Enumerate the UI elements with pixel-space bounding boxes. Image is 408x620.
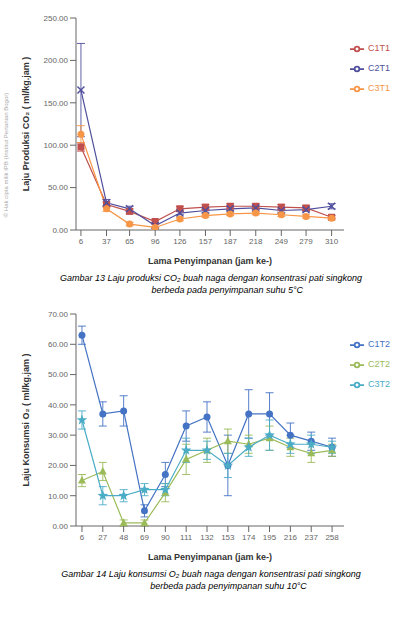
svg-text:174: 174 [242,533,256,542]
svg-text:50.00: 50.00 [48,370,69,379]
svg-text:195: 195 [263,533,277,542]
svg-text:10.00: 10.00 [48,492,69,501]
html-text:C3T1: C3T1 [368,83,390,93]
svg-text:6: 6 [79,237,84,246]
svg-text:187: 187 [224,237,238,246]
svg-text:100.00: 100.00 [44,141,69,150]
svg-text:150.00: 150.00 [44,99,69,108]
svg-text:Laju Konsumsi O₂ ( ml/kg.jam ): Laju Konsumsi O₂ ( ml/kg.jam ) [21,353,31,486]
svg-text:69: 69 [140,533,149,542]
svg-text:0.00: 0.00 [52,522,68,531]
svg-text:60.00: 60.00 [48,340,69,349]
svg-text:200.00: 200.00 [44,56,69,65]
svg-text:249: 249 [275,237,289,246]
svg-text:279: 279 [299,237,313,246]
html-text:C3T2: C3T2 [368,379,390,389]
html-text:C2T2: C2T2 [368,359,390,369]
svg-text:310: 310 [325,237,339,246]
svg-text:37: 37 [102,237,111,246]
svg-text:96: 96 [151,237,160,246]
svg-text:111: 111 [180,533,193,542]
html-text:© Hak cipta milik IPB (Institu: © Hak cipta milik IPB (Institut Pertania… [3,92,9,218]
svg-text:65: 65 [125,237,134,246]
svg-text:20.00: 20.00 [48,461,69,470]
svg-text:50.00: 50.00 [48,183,69,192]
html-text:C1T2: C1T2 [368,339,390,349]
svg-text:157: 157 [199,237,213,246]
html-text:C2T1: C2T1 [368,63,390,73]
svg-text:6: 6 [80,533,85,542]
html-text:C1T1: C1T1 [368,43,390,53]
svg-text:132: 132 [200,533,214,542]
svg-text:27: 27 [98,533,107,542]
svg-text:218: 218 [249,237,263,246]
svg-text:48: 48 [119,533,128,542]
svg-text:90: 90 [161,533,170,542]
svg-text:0.00: 0.00 [52,226,68,235]
html-text:Gambar 13 Laju produksi CO₂ bu: Gambar 13 Laju produksi CO₂ buah naga de… [59,273,363,295]
svg-text:Lama Penyimpanan (jam ke-): Lama Penyimpanan (jam ke-) [148,552,272,562]
svg-text:40.00: 40.00 [48,401,69,410]
svg-text:237: 237 [305,533,319,542]
svg-text:Lama Penyimpanan (jam ke-): Lama Penyimpanan (jam ke-) [148,256,272,266]
svg-text:258: 258 [325,533,339,542]
html-text:Gambar 14 Laju konsumsi O₂ bua: Gambar 14 Laju konsumsi O₂ buah naga den… [61,569,361,591]
svg-text:70.00: 70.00 [48,310,69,319]
svg-text:250.00: 250.00 [44,14,69,23]
svg-text:153: 153 [221,533,235,542]
svg-text:126: 126 [173,237,187,246]
svg-text:Laju Produksi CO₂ ( ml/kg.jam: Laju Produksi CO₂ ( ml/kg.jam ) [21,57,31,192]
svg-text:30.00: 30.00 [48,431,69,440]
svg-text:216: 216 [284,533,298,542]
